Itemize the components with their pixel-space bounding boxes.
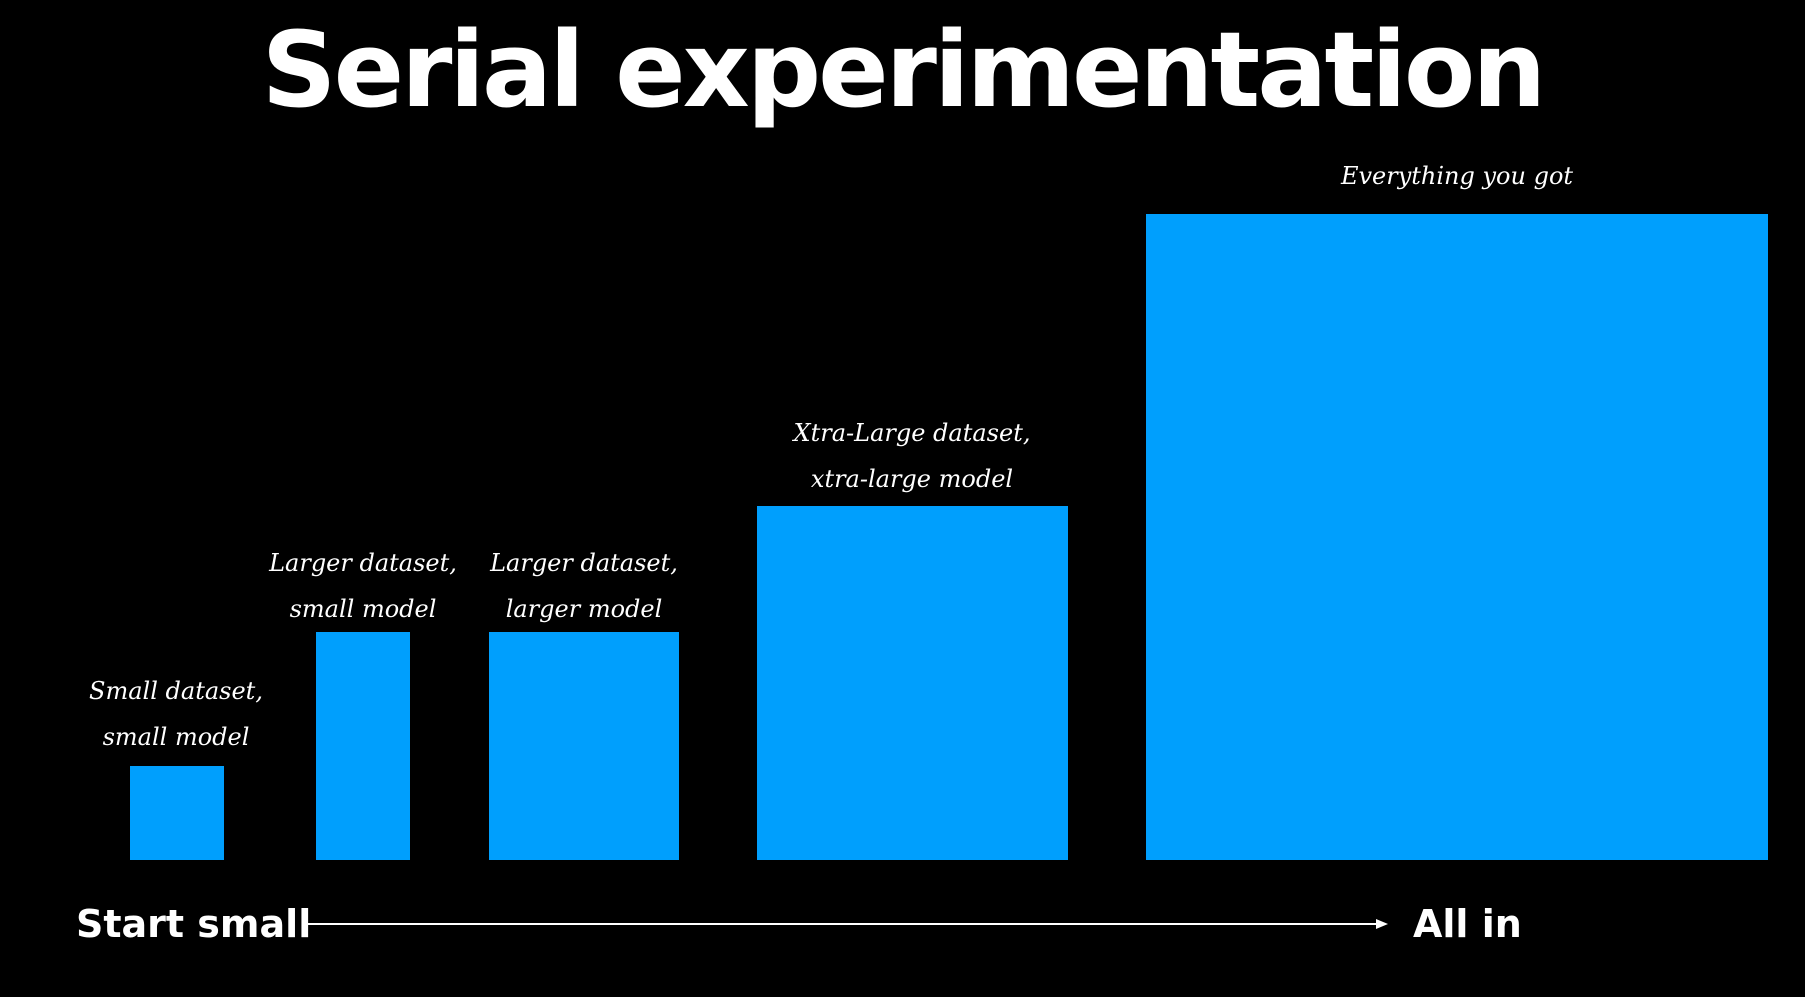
stage-label-line2: xtra-large model — [810, 465, 1014, 493]
stage-label-line1: Larger dataset, — [269, 549, 457, 577]
stage-label-line2: larger model — [505, 595, 663, 623]
axis-end-label: All in — [1413, 902, 1522, 946]
axis-start-label: Start small — [76, 902, 312, 946]
stage-label-small-small: Small dataset, small model — [66, 668, 286, 760]
stage-label-line1: Xtra-Large dataset, — [793, 419, 1031, 447]
progression-arrow-icon — [304, 919, 1388, 929]
stage-label-line2: small model — [102, 723, 250, 751]
stage-label-line1: Larger dataset, — [490, 549, 678, 577]
stage-box-everything — [1146, 214, 1768, 860]
stage-box-small-small — [130, 766, 224, 860]
stage-label-line1: Small dataset, — [89, 677, 263, 705]
stage-label-line2: small model — [289, 595, 437, 623]
stage-label-everything: Everything you got — [1307, 153, 1607, 199]
slide-title: Serial experimentation — [261, 9, 1547, 131]
stage-box-larger-small — [316, 632, 410, 860]
stage-label-xtra-large: Xtra-Large dataset, xtra-large model — [762, 410, 1062, 502]
stage-box-xtra-large — [757, 506, 1068, 860]
stage-label-line1: Everything you got — [1340, 162, 1574, 190]
stage-box-larger-larger — [489, 632, 679, 860]
stage-label-larger-small: Larger dataset, small model — [253, 540, 473, 632]
stage-label-larger-larger: Larger dataset, larger model — [474, 540, 694, 632]
